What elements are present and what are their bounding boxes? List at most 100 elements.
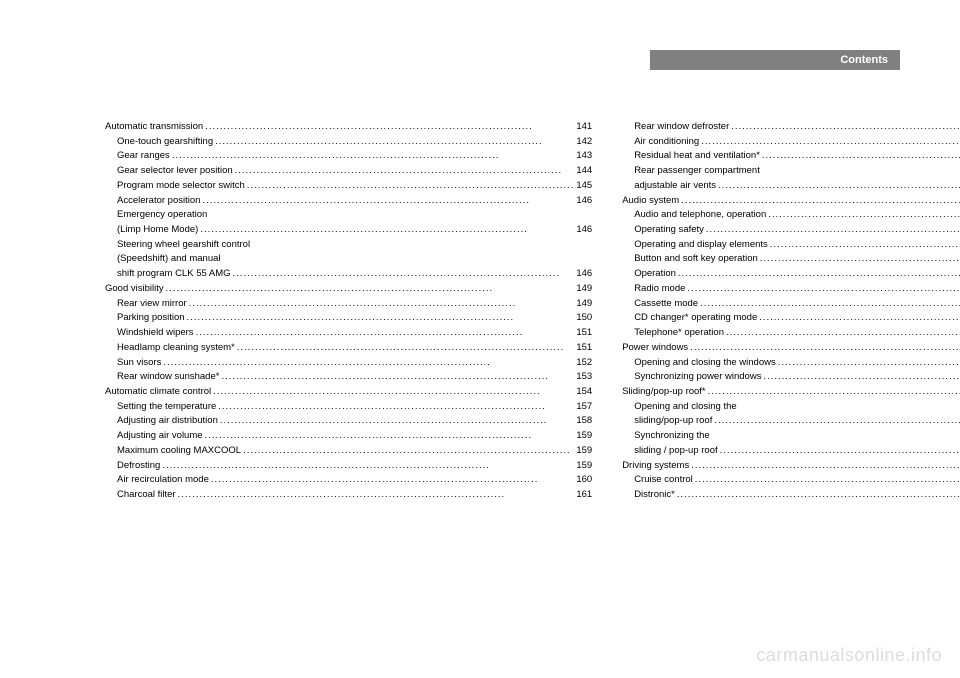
toc-page: 143: [576, 149, 592, 164]
toc-row: sliding / pop-up roof192: [622, 444, 960, 459]
toc-page: 157: [576, 400, 592, 415]
toc-row: (Speedshift) and manual: [105, 252, 592, 267]
toc-leader-dots: [675, 488, 960, 503]
toc-leader-dots: [693, 473, 960, 488]
toc-leader-dots: [241, 444, 576, 459]
toc-label: sliding / pop-up roof: [634, 444, 717, 459]
toc-leader-dots: [213, 135, 576, 150]
toc-row: Driving systems193: [622, 459, 960, 474]
toc-page: 149: [576, 297, 592, 312]
toc-page: 146: [576, 267, 592, 282]
toc-page: 159: [576, 444, 592, 459]
toc-label: Sun visors: [117, 356, 161, 371]
toc-row: Opening and closing the: [622, 400, 960, 415]
toc-label: Sliding/pop-up roof*: [622, 385, 705, 400]
toc-leader-dots: [176, 488, 577, 503]
toc-label: Adjusting air volume: [117, 429, 203, 444]
toc-continuation: Opening and closing the: [634, 400, 736, 415]
toc-row: Air conditioning163: [622, 135, 960, 150]
toc-label: CD changer* operating mode: [634, 311, 757, 326]
toc-row: Gear selector lever position 144: [105, 164, 592, 179]
toc-leader-dots: [185, 311, 577, 326]
toc-row: Rear window defroster162: [622, 120, 960, 135]
toc-page: 149: [576, 282, 592, 297]
toc-label: Operation: [634, 267, 676, 282]
toc-page: 146: [576, 194, 592, 209]
toc-leader-dots: [689, 459, 960, 474]
toc-leader-dots: [211, 385, 576, 400]
toc-continuation: Emergency operation: [117, 208, 207, 223]
toc-label: Rear window sunshade*: [117, 370, 219, 385]
toc-label: sliding/pop-up roof: [634, 414, 712, 429]
toc-leader-dots: [203, 120, 576, 135]
toc-row: adjustable air vents164: [622, 179, 960, 194]
toc-page: 146: [576, 223, 592, 238]
toc-label: Automatic climate control: [105, 385, 211, 400]
toc-row: shift program CLK 55 AMG146: [105, 267, 592, 282]
toc-leader-dots: [758, 252, 960, 267]
toc-label: Operating and display elements: [634, 238, 768, 253]
toc-row: Gear ranges143: [105, 149, 592, 164]
toc-label: Synchronizing power windows: [634, 370, 761, 385]
toc-leader-dots: [164, 282, 577, 297]
toc-row: Rear passenger compartment: [622, 164, 960, 179]
toc-label: Driving systems: [622, 459, 689, 474]
toc-page: 153: [576, 370, 592, 385]
toc-leader-dots: [676, 267, 960, 282]
toc-label: Good visibility: [105, 282, 164, 297]
toc-row: Residual heat and ventilation*163: [622, 149, 960, 164]
toc-row: Headlamp cleaning system*151: [105, 341, 592, 356]
toc-leader-dots: [194, 326, 577, 341]
toc-row: Cassette mode174: [622, 297, 960, 312]
toc-leader-dots: [218, 414, 576, 429]
toc-label: Defrosting: [117, 459, 160, 474]
toc-page: 160: [576, 473, 592, 488]
toc-row: Rear window sunshade* 153: [105, 370, 592, 385]
toc-page: 152: [576, 356, 592, 371]
toc-leader-dots: [699, 135, 960, 150]
toc-column-1: Automatic transmission141One-touch gears…: [105, 120, 592, 503]
toc-row: Windshield wipers151: [105, 326, 592, 341]
toc-row: Audio system165: [622, 194, 960, 209]
toc-row: Sliding/pop-up roof*190: [622, 385, 960, 400]
toc-row: Cruise control193: [622, 473, 960, 488]
toc-label: Automatic transmission: [105, 120, 203, 135]
toc-row: Setting the temperature 157: [105, 400, 592, 415]
toc-leader-dots: [704, 223, 960, 238]
toc-leader-dots: [216, 400, 576, 415]
toc-columns: Automatic transmission141One-touch gears…: [105, 120, 900, 503]
toc-label: Air conditioning: [634, 135, 699, 150]
toc-label: Air recirculation mode: [117, 473, 209, 488]
toc-leader-dots: [219, 370, 576, 385]
toc-label: Maximum cooling MAXCOOL: [117, 444, 241, 459]
toc-label: Parking position: [117, 311, 185, 326]
toc-row: Adjusting air volume 159: [105, 429, 592, 444]
toc-page: 145: [576, 179, 592, 194]
toc-leader-dots: [724, 326, 960, 341]
toc-label: Adjusting air distribution: [117, 414, 218, 429]
toc-page: 144: [576, 164, 592, 179]
toc-label: Gear selector lever position: [117, 164, 233, 179]
toc-row: Accelerator position146: [105, 194, 592, 209]
toc-leader-dots: [679, 194, 960, 209]
toc-page: 161: [576, 488, 592, 503]
toc-leader-dots: [706, 385, 960, 400]
toc-row: Automatic climate control154: [105, 385, 592, 400]
toc-page: 159: [576, 429, 592, 444]
toc-label: Opening and closing the windows: [634, 356, 776, 371]
toc-label: Distronic*: [634, 488, 675, 503]
toc-row: Operating safety165: [622, 223, 960, 238]
toc-continuation: Rear passenger compartment: [634, 164, 760, 179]
toc-row: (Limp Home Mode) 146: [105, 223, 592, 238]
toc-label: Power windows: [622, 341, 688, 356]
toc-leader-dots: [760, 149, 960, 164]
toc-row: Button and soft key operation168: [622, 252, 960, 267]
toc-label: Audio system: [622, 194, 679, 209]
toc-label: Setting the temperature: [117, 400, 216, 415]
toc-label: Button and soft key operation: [634, 252, 758, 267]
toc-row: Program mode selector switch145: [105, 179, 592, 194]
header-title: Contents: [840, 54, 888, 66]
toc-row: Steering wheel gearshift control: [105, 238, 592, 253]
toc-leader-dots: [768, 238, 960, 253]
toc-label: (Limp Home Mode): [117, 223, 198, 238]
